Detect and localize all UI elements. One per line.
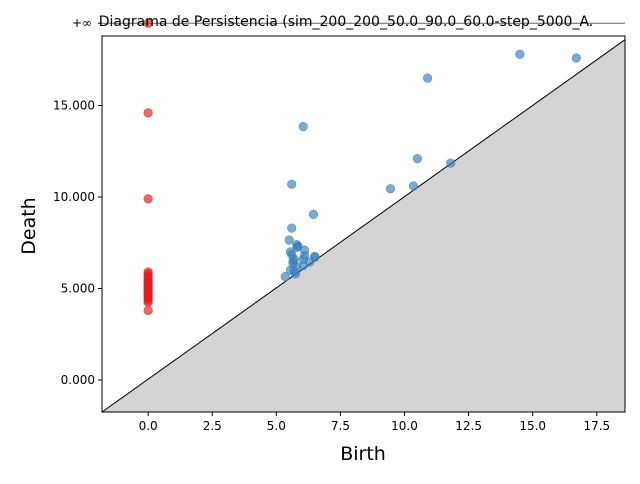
y-tick-label: 10.000	[53, 190, 95, 204]
data-point	[289, 254, 299, 264]
data-point	[284, 235, 294, 245]
data-point	[290, 269, 301, 279]
data-point	[515, 49, 525, 59]
data-point	[298, 121, 308, 132]
plot-area: 0.0 2.5 5.0 7.5 10.0 12.5 15.0 17.5 0.000 5.000 10…	[53, 18, 626, 433]
x-axis-label: Birth	[340, 443, 386, 465]
data-point	[287, 179, 297, 189]
x-tick-label: 5.0	[267, 419, 286, 433]
x-tick-label: 0.0	[139, 419, 158, 433]
data-point	[446, 158, 456, 168]
x-tick-label: 15.0	[519, 419, 546, 433]
data-point	[408, 181, 419, 191]
data-point	[292, 242, 302, 252]
x-tick-label: 10.0	[391, 419, 418, 433]
plot-frame	[101, 35, 626, 413]
chart-title: Diagrama de Persistencia (sim_200_200_50…	[99, 14, 593, 30]
data-point	[143, 297, 153, 307]
y-tick-label: 0.000	[61, 373, 95, 387]
data-point	[422, 73, 433, 83]
y-axis-label: Death	[18, 197, 40, 254]
data-point	[298, 261, 308, 271]
data-point	[385, 184, 396, 194]
infinity-tick-label: +∞	[72, 16, 92, 30]
data-point	[308, 209, 319, 219]
data-point	[287, 223, 297, 233]
x-tick-label: 2.5	[203, 419, 222, 433]
y-tick-label: 15.000	[53, 99, 95, 113]
data-point	[143, 194, 153, 204]
data-point	[143, 305, 153, 316]
y-tick-label: 5.000	[61, 281, 95, 295]
data-point	[299, 250, 310, 261]
data-point	[280, 272, 290, 282]
data-point	[143, 18, 153, 28]
x-tick-label: 17.5	[583, 419, 610, 433]
x-tick-label: 7.5	[331, 419, 350, 433]
diagonal-line	[101, 39, 626, 413]
data-point	[143, 108, 153, 118]
data-point	[571, 53, 581, 63]
x-tick-label: 12.5	[455, 419, 482, 433]
data-point	[412, 153, 422, 164]
